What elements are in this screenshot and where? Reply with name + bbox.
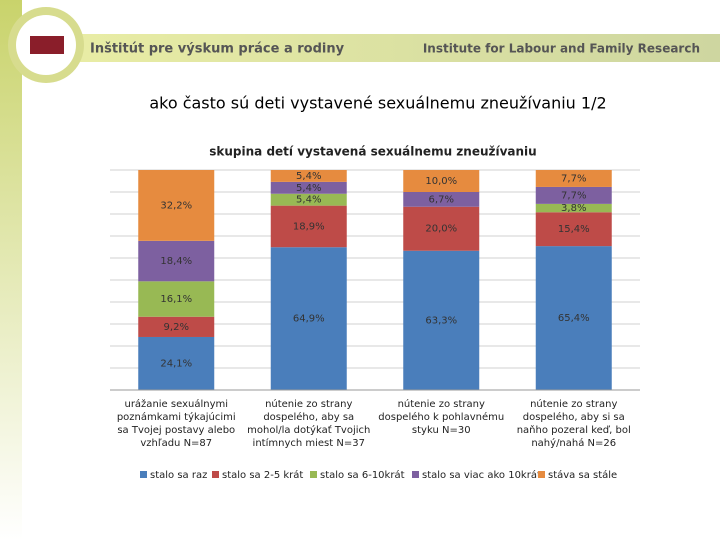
bar-segment: [403, 206, 480, 251]
data-label: 65,4%: [558, 313, 590, 324]
slide-title: ako často sú deti vystavené sexuálnemu z…: [149, 94, 606, 113]
bar-segment: [138, 170, 215, 241]
data-label: 7,7%: [561, 173, 586, 184]
side-stripe: [0, 0, 22, 540]
data-label: 24,1%: [160, 358, 192, 369]
bar-segment: [270, 170, 347, 182]
x-tick-label: urážanie sexuálnymi poznámkami týkajúcim…: [116, 399, 236, 449]
data-label: 3,8%: [561, 203, 586, 214]
bar-segment: [535, 170, 612, 187]
header-band: [60, 34, 720, 62]
legend-swatch: [212, 471, 219, 478]
bar-segment: [403, 170, 480, 192]
bar-segment: [403, 192, 480, 207]
legend-label: stalo sa 2-5 krát: [222, 469, 303, 481]
legend-label: stalo sa viac ako 10krát: [422, 469, 541, 481]
data-label: 63,3%: [425, 315, 457, 326]
legend-label: stalo sa 6-10krát: [320, 469, 405, 481]
data-label: 20,0%: [425, 224, 457, 235]
bar-segment: [535, 212, 612, 247]
legend-swatch: [538, 471, 545, 478]
data-label: 18,4%: [160, 256, 192, 267]
bar-segment: [138, 281, 215, 317]
bar-segment: [138, 336, 215, 390]
data-label: 15,4%: [558, 224, 590, 235]
header-en: Institute for Labour and Family Research: [423, 42, 700, 56]
header-sk: Inštitút pre výskum práce a rodiny: [90, 42, 345, 57]
legend-swatch: [310, 471, 317, 478]
data-label: 16,1%: [160, 294, 192, 305]
bar-segment: [138, 316, 215, 337]
data-label: 32,2%: [160, 200, 192, 211]
bar-segment: [270, 205, 347, 248]
data-label: 7,7%: [561, 190, 586, 201]
x-tick-label: nútenie zo strany dospelého, aby si sa n…: [516, 399, 631, 449]
data-label: 9,2%: [164, 322, 189, 333]
legend-swatch: [412, 471, 419, 478]
x-tick-label: nútenie zo strany dospelého, aby sa moho…: [247, 399, 371, 449]
bar-segment: [535, 246, 612, 390]
legend-label: stáva sa stále: [548, 469, 617, 481]
legend-label: stalo sa raz: [150, 470, 207, 481]
data-label: 5,4%: [296, 171, 321, 182]
bar-segment: [270, 247, 347, 390]
bar-segment: [535, 203, 612, 213]
bar-segment: [138, 240, 215, 282]
bar-segment: [535, 186, 612, 204]
x-tick-label: nútenie zo strany dospelého k pohlavnému…: [378, 399, 505, 436]
chart-title: skupina detí vystavená sexuálnemu zneuží…: [209, 145, 536, 159]
bar-segment: [270, 181, 347, 194]
data-label: 5,4%: [296, 195, 321, 206]
data-label: 6,7%: [429, 194, 454, 205]
data-label: 64,9%: [293, 314, 325, 325]
bar-segment: [403, 250, 480, 390]
legend-swatch: [140, 471, 147, 478]
logo-mark: [30, 36, 64, 54]
data-label: 18,9%: [293, 221, 325, 232]
data-label: 10,0%: [425, 176, 457, 187]
data-label: 5,4%: [296, 183, 321, 194]
top-band: [22, 0, 720, 28]
bar-segment: [270, 193, 347, 206]
